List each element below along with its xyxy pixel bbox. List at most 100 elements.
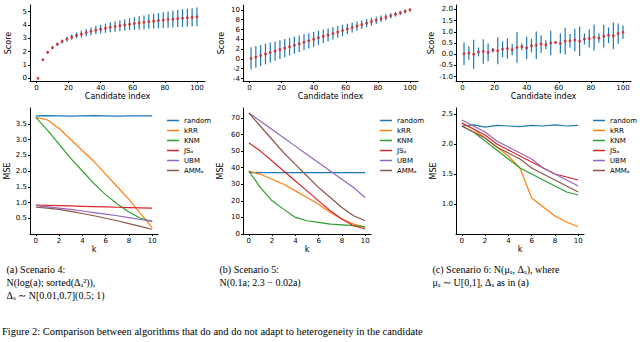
svg-text:100: 100 [190, 84, 203, 92]
svg-text:Score: Score [427, 32, 436, 54]
svg-text:2: 2 [57, 237, 61, 245]
svg-text:k: k [92, 245, 97, 254]
svg-text:MSE: MSE [429, 162, 438, 179]
svg-text:random: random [184, 117, 211, 125]
svg-text:UBM: UBM [397, 157, 413, 165]
svg-text:2.5: 2.5 [442, 110, 453, 118]
svg-text:10: 10 [231, 6, 240, 14]
svg-text:2: 2 [483, 237, 487, 245]
svg-text:0: 0 [34, 84, 38, 92]
svg-text:2: 2 [270, 237, 274, 245]
svg-text:80: 80 [586, 84, 595, 92]
svg-text:20: 20 [490, 84, 499, 92]
svg-text:20: 20 [277, 84, 286, 92]
svg-text:2: 2 [23, 48, 27, 56]
svg-text:Score: Score [217, 32, 226, 54]
svg-text:KNM: KNM [397, 137, 413, 145]
svg-text:0: 0 [460, 237, 464, 245]
svg-text:20: 20 [64, 84, 73, 92]
svg-text:random: random [610, 117, 637, 125]
svg-text:0: 0 [236, 230, 240, 238]
svg-text:100: 100 [616, 84, 629, 92]
svg-text:0: 0 [460, 84, 464, 92]
svg-text:5: 5 [23, 8, 27, 16]
svg-text:AMMₐ: AMMₐ [397, 167, 417, 175]
svg-text:6: 6 [316, 237, 321, 245]
svg-text:-0.5: -0.5 [439, 61, 453, 69]
svg-text:10: 10 [574, 237, 583, 245]
svg-text:JSₐ: JSₐ [183, 147, 194, 155]
svg-text:100: 100 [403, 84, 416, 92]
svg-text:1.5: 1.5 [442, 170, 453, 178]
svg-text:60: 60 [128, 84, 137, 92]
svg-text:10: 10 [148, 237, 157, 245]
svg-text:40: 40 [309, 84, 318, 92]
svg-text:70: 70 [231, 114, 240, 122]
svg-text:6: 6 [529, 237, 534, 245]
svg-text:20: 20 [231, 197, 240, 205]
svg-text:random: random [397, 117, 424, 125]
svg-text:2.5: 2.5 [16, 151, 27, 159]
svg-text:0.0: 0.0 [442, 50, 453, 58]
svg-text:-4: -4 [233, 75, 241, 83]
svg-text:kRR: kRR [397, 127, 411, 135]
svg-text:JSₐ: JSₐ [396, 147, 407, 155]
svg-text:1: 1 [23, 61, 27, 69]
svg-text:60: 60 [341, 84, 350, 92]
svg-text:80: 80 [160, 84, 169, 92]
svg-text:Figure 2: Comparison between a: Figure 2: Comparison between algorithms … [2, 326, 423, 337]
svg-text:1.0: 1.0 [442, 28, 453, 36]
svg-text:(b) Scenario 5:: (b) Scenario 5: [220, 264, 279, 276]
svg-text:k: k [518, 245, 523, 254]
svg-text:50: 50 [231, 147, 240, 155]
svg-text:4: 4 [80, 237, 85, 245]
svg-text:40: 40 [96, 84, 105, 92]
svg-text:6: 6 [236, 26, 241, 34]
svg-text:8: 8 [236, 16, 240, 24]
svg-text:-1.0: -1.0 [439, 73, 453, 81]
svg-text:0: 0 [23, 74, 27, 82]
svg-text:Candidate index: Candidate index [85, 92, 151, 101]
svg-text:1.5: 1.5 [442, 17, 453, 25]
svg-text:Δₐ ∼ N[0.01,0.7](0.5; 1): Δₐ ∼ N[0.01,0.7](0.5; 1) [7, 290, 105, 302]
svg-text:1.0: 1.0 [442, 200, 453, 208]
svg-text:8: 8 [127, 237, 131, 245]
svg-text:3.0: 3.0 [16, 136, 27, 144]
svg-text:AMMₐ: AMMₐ [610, 167, 630, 175]
svg-text:N(log(a); sorted(Δₐ²)),: N(log(a); sorted(Δₐ²)), [7, 277, 96, 289]
svg-text:1.0: 1.0 [16, 199, 27, 207]
svg-text:2.0: 2.0 [442, 5, 453, 13]
svg-text:3: 3 [23, 34, 27, 42]
svg-text:3.5: 3.5 [16, 120, 27, 128]
svg-text:8: 8 [553, 237, 557, 245]
svg-text:kRR: kRR [610, 127, 624, 135]
svg-text:8: 8 [340, 237, 344, 245]
svg-text:kRR: kRR [184, 127, 198, 135]
svg-text:(a) Scenario 4:: (a) Scenario 4: [7, 264, 66, 276]
svg-text:4: 4 [506, 237, 511, 245]
svg-text:80: 80 [373, 84, 382, 92]
svg-text:0.5: 0.5 [16, 214, 27, 222]
svg-text:30: 30 [231, 180, 240, 188]
svg-text:60: 60 [554, 84, 563, 92]
svg-text:Candidate index: Candidate index [298, 92, 364, 101]
svg-text:KNM: KNM [610, 137, 626, 145]
svg-text:Score: Score [4, 32, 13, 54]
svg-text:4: 4 [23, 21, 28, 29]
svg-text:4: 4 [236, 35, 241, 43]
svg-text:10: 10 [361, 237, 370, 245]
svg-text:μₐ ∼ U[0,1], Δₐ as in (a): μₐ ∼ U[0,1], Δₐ as in (a) [433, 277, 529, 289]
svg-text:UBM: UBM [184, 157, 200, 165]
svg-text:MSE: MSE [216, 162, 225, 179]
svg-text:k: k [305, 245, 310, 254]
svg-text:Candidate index: Candidate index [511, 92, 577, 101]
svg-text:N(0.1a; 2.3 − 0.02a): N(0.1a; 2.3 − 0.02a) [220, 277, 301, 289]
svg-text:MSE: MSE [3, 162, 12, 179]
svg-text:0.5: 0.5 [442, 39, 453, 47]
svg-text:0: 0 [247, 84, 251, 92]
svg-text:0: 0 [247, 237, 251, 245]
svg-text:KNM: KNM [184, 137, 200, 145]
svg-text:0: 0 [236, 55, 240, 63]
svg-text:-2: -2 [233, 65, 240, 73]
svg-text:(c) Scenario 6: N(μₐ, Δₐ), whe: (c) Scenario 6: N(μₐ, Δₐ), where [433, 264, 560, 276]
